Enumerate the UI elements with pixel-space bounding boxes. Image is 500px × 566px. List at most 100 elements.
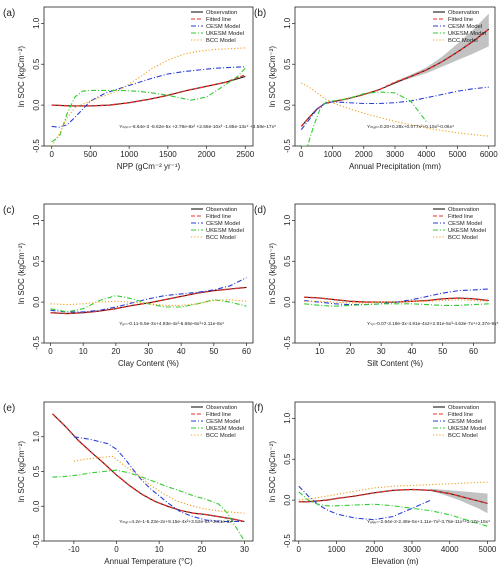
- y-tick-label: 0.5: [32, 58, 41, 70]
- x-tick-label: 0: [50, 150, 55, 159]
- x-axis-label: Clay Content (%): [118, 359, 179, 368]
- series-line-cesm-model: [304, 288, 489, 306]
- y-tick-label: -0.5: [32, 336, 41, 350]
- x-tick-label: 1500: [159, 150, 177, 159]
- x-tick-label: 6000: [480, 150, 498, 159]
- legend-label: BCC Model: [206, 235, 236, 241]
- x-tick-label: 5000: [449, 150, 467, 159]
- x-tick-label: 40: [407, 347, 416, 356]
- x-tick-label: 0: [299, 150, 304, 159]
- x-tick-label: 2000: [355, 150, 373, 159]
- x-axis-label: Annual Precipitation (mm): [349, 162, 441, 171]
- series-line-bcc-model: [304, 299, 489, 304]
- x-axis-label: Silt Content (%): [367, 359, 423, 368]
- plot-frame: [294, 203, 496, 344]
- series-line-ukesm-model: [301, 91, 427, 146]
- y-tick-label: 1.0: [283, 214, 292, 226]
- y-axis-label: ln SOC (kgCm⁻²): [17, 441, 26, 502]
- plot-frame: [43, 6, 254, 147]
- y-tick-label: 1.0: [283, 412, 292, 424]
- y-tick-label: 0.5: [283, 255, 292, 267]
- series-line-fitted-line: [298, 488, 488, 505]
- x-tick-label: -10: [68, 545, 80, 554]
- y-axis-label: ln SOC (kgCm⁻²): [268, 441, 277, 502]
- y-tick-label: -0.5: [32, 139, 41, 153]
- y-tick-label: -0.5: [283, 534, 292, 548]
- chart-panel-3: 0 10 20 30 40 50 60 -0.5 0.0 0.5 1.0 Clay Content (…: [3, 203, 254, 368]
- series-line-cesm-model: [298, 485, 432, 521]
- x-tick-label: 60: [242, 347, 251, 356]
- legend-label: BCC Model: [206, 433, 236, 439]
- y-tick-label: 0.0: [32, 296, 41, 308]
- x-axis-label: Elevation (m): [371, 557, 418, 566]
- y-tick-label: -0.5: [283, 336, 292, 350]
- legend-label: CESM Model: [448, 221, 482, 227]
- legend-label: CESM Model: [448, 24, 482, 30]
- y-tick-label: 1.0: [32, 431, 41, 443]
- series-line-ukesm-model: [50, 295, 247, 313]
- series-line-cesm-model: [73, 436, 245, 523]
- legend-label: CESM Model: [206, 419, 240, 425]
- legend-label: Fitted line: [206, 17, 231, 23]
- x-tick-label: 40: [177, 347, 186, 356]
- series-line-fitted-line: [52, 413, 245, 523]
- x-tick-label: 3000: [403, 545, 421, 554]
- series-line-ukesm-model: [52, 469, 245, 541]
- x-tick-label: 0: [297, 545, 302, 554]
- regression-equation: Yₑₗₑᵥ=-2.64e-2-2.48e-5x+1.11e-7x²-3.76e-…: [367, 519, 490, 525]
- plot-frame: [43, 401, 254, 542]
- y-tick-label: -0.5: [32, 534, 41, 548]
- x-tick-label: 2000: [365, 545, 383, 554]
- regression-equation: Yₘₐₜ=4.2e-1-5.23e-2x+9.15e-4x²+3.52e-5x³…: [119, 519, 234, 525]
- y-tick-label: 1.0: [283, 17, 292, 29]
- x-tick-label: 20: [346, 347, 355, 356]
- y-tick-label: 0.0: [283, 296, 292, 308]
- legend-label: CESM Model: [206, 221, 240, 227]
- x-tick-label: 0: [48, 347, 53, 356]
- legend-label: UKESM Model: [206, 228, 244, 234]
- legend-label: Observation: [448, 207, 479, 213]
- panel-tag: (d): [254, 205, 266, 216]
- legend-label: BCC Model: [206, 38, 236, 44]
- y-tick-label: 1.0: [32, 214, 41, 226]
- legend-label: CESM Model: [448, 419, 482, 425]
- legend-label: Observation: [206, 10, 237, 16]
- chart-panel-5: -10 0 10 20 30 -0.5 0.0 0.5 1.0 Annual Temperatur…: [3, 401, 254, 566]
- y-tick-label: 0.5: [32, 255, 41, 267]
- series-line-bcc-model: [73, 455, 245, 514]
- y-axis-label: ln SOC (kgCm⁻²): [17, 46, 26, 107]
- legend-label: BCC Model: [448, 38, 478, 44]
- legend-label: UKESM Model: [448, 31, 486, 37]
- x-tick-label: 4000: [441, 545, 459, 554]
- y-tick-label: 0.5: [32, 465, 41, 477]
- panel-tag: (a): [3, 8, 15, 19]
- regression-equation: Yₑₗ=-0.11-5.5e-3x+4.93e-4x²-6.65e-6x³+2.…: [119, 321, 224, 327]
- series-line-fitted-line: [50, 286, 247, 315]
- panel-tag: (b): [254, 8, 266, 19]
- x-tick-label: 500: [84, 150, 98, 159]
- legend-label: Fitted line: [448, 412, 473, 418]
- x-tick-label: 4000: [417, 150, 435, 159]
- x-axis-label: NPP (gCm⁻² yr⁻¹): [117, 162, 181, 171]
- series-line-fitted-line: [51, 74, 246, 107]
- series-line-fitted-line: [300, 28, 490, 127]
- regression-equation: Yₘₐₚ=0.20+0.28x+0.077x²+0.15x³-0.06x⁴: [367, 124, 454, 130]
- plot-frame: [294, 6, 496, 147]
- y-tick-label: 0.5: [283, 453, 292, 465]
- legend-label: UKESM Model: [448, 426, 486, 432]
- y-tick-label: 1.0: [32, 17, 41, 29]
- y-tick-label: -0.5: [283, 139, 292, 153]
- series-line-ukesm-model: [298, 491, 488, 527]
- x-tick-label: 10: [79, 347, 88, 356]
- x-tick-label: 3000: [386, 150, 404, 159]
- x-tick-label: 2000: [198, 150, 216, 159]
- legend-label: UKESM Model: [206, 426, 244, 432]
- legend-label: Observation: [206, 405, 237, 411]
- x-tick-label: 50: [209, 347, 218, 356]
- y-tick-label: 0.0: [283, 99, 292, 111]
